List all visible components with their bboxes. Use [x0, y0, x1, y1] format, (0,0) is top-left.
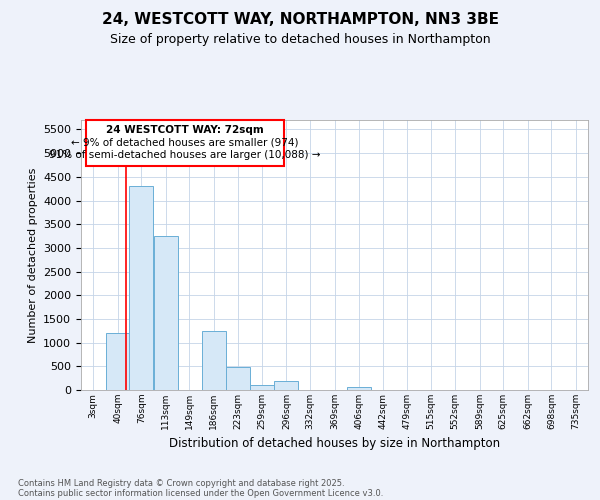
Bar [130, 186, 153, 390]
Text: ← 9% of detached houses are smaller (974): ← 9% of detached houses are smaller (974… [71, 138, 299, 147]
Text: Contains HM Land Registry data © Crown copyright and database right 2025.: Contains HM Land Registry data © Crown c… [18, 478, 344, 488]
Y-axis label: Number of detached properties: Number of detached properties [28, 168, 38, 342]
Bar [250, 386, 274, 390]
Bar [202, 331, 226, 390]
Bar [226, 368, 250, 390]
Bar [274, 380, 298, 390]
FancyBboxPatch shape [86, 120, 284, 166]
Bar [347, 387, 371, 390]
Bar [106, 333, 130, 390]
Bar [154, 236, 178, 390]
X-axis label: Distribution of detached houses by size in Northampton: Distribution of detached houses by size … [169, 438, 500, 450]
Text: 24, WESTCOTT WAY, NORTHAMPTON, NN3 3BE: 24, WESTCOTT WAY, NORTHAMPTON, NN3 3BE [101, 12, 499, 28]
Text: Size of property relative to detached houses in Northampton: Size of property relative to detached ho… [110, 32, 490, 46]
Text: 24 WESTCOTT WAY: 72sqm: 24 WESTCOTT WAY: 72sqm [106, 126, 264, 136]
Text: 91% of semi-detached houses are larger (10,088) →: 91% of semi-detached houses are larger (… [49, 150, 320, 160]
Text: Contains public sector information licensed under the Open Government Licence v3: Contains public sector information licen… [18, 488, 383, 498]
